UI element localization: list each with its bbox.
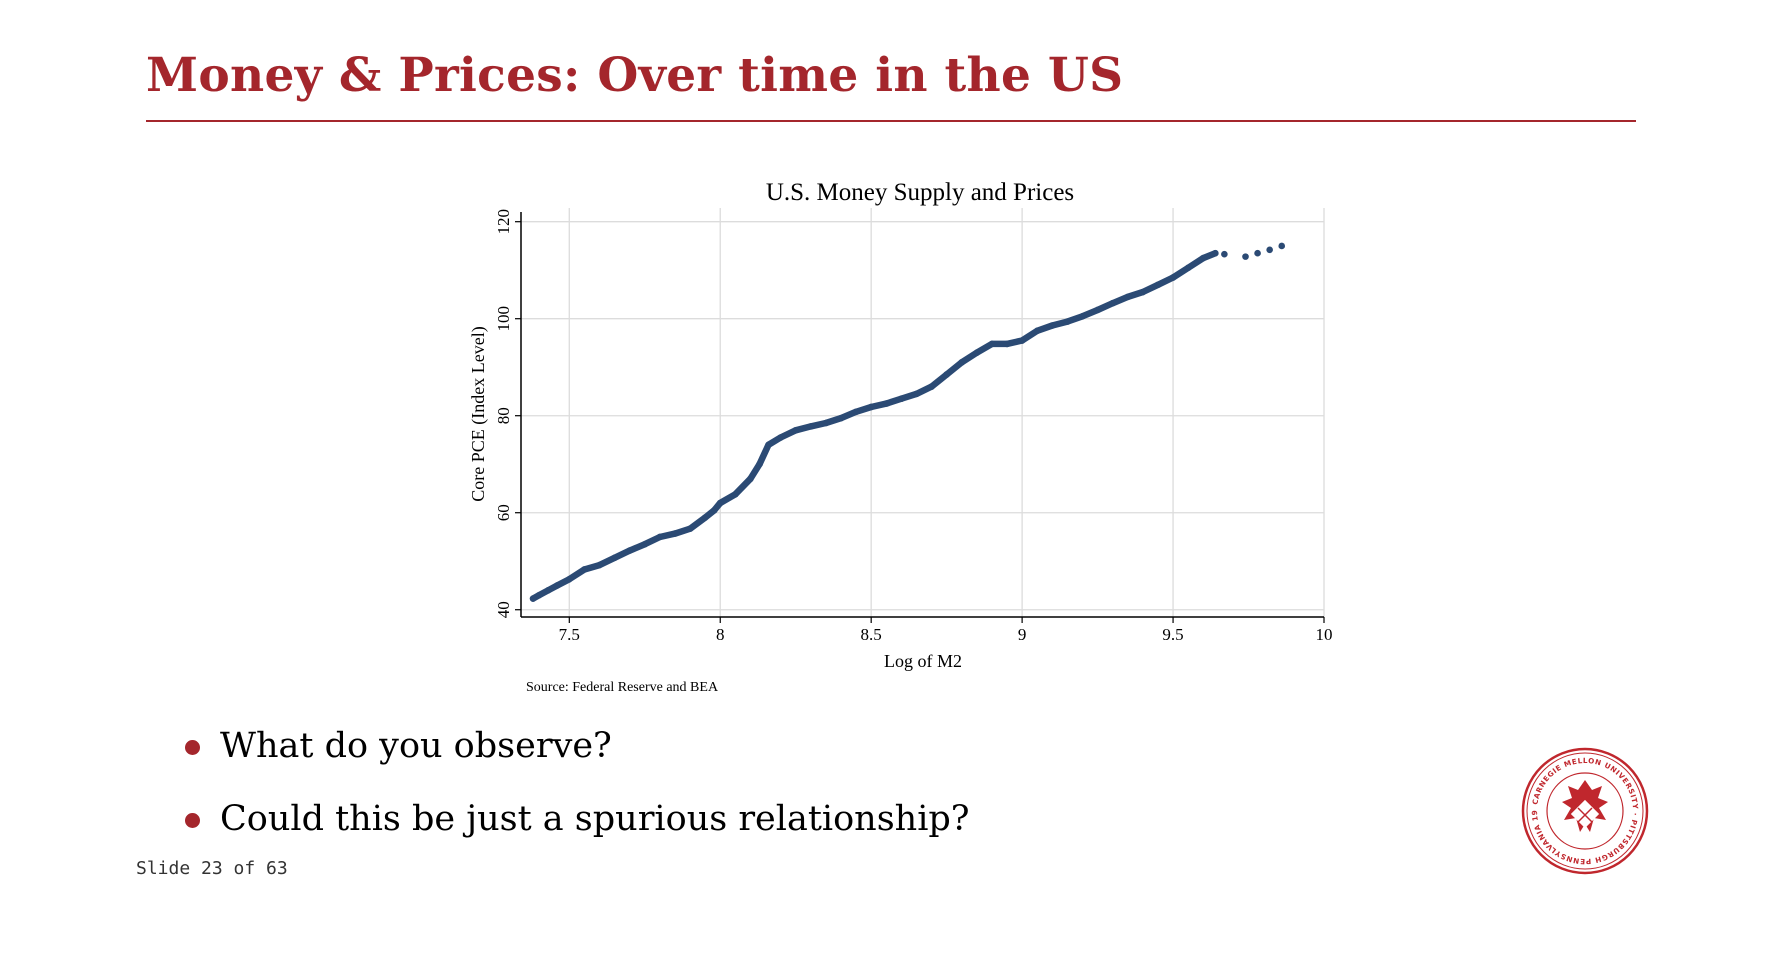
data-point — [1184, 264, 1192, 272]
data-point — [1254, 249, 1261, 257]
data-point — [1124, 293, 1132, 301]
x-axis-label: Log of M2 — [884, 651, 962, 671]
data-point — [1221, 250, 1228, 258]
data-point — [777, 434, 784, 441]
y-tick-label: 120 — [494, 209, 513, 235]
slide-number: Slide 23 of 63 — [136, 858, 288, 879]
data-point — [1033, 327, 1041, 335]
data-point — [529, 595, 537, 602]
data-point — [701, 514, 709, 521]
data-point — [581, 566, 588, 573]
data-point — [686, 525, 694, 533]
y-tick-label: 80 — [494, 407, 513, 424]
data-point — [973, 349, 981, 356]
grid-lines — [521, 208, 1325, 617]
data-point — [535, 591, 543, 599]
y-tick-label: 40 — [494, 601, 513, 618]
data-point — [756, 460, 763, 468]
data-point — [822, 419, 830, 427]
data-point — [1064, 318, 1071, 325]
data-point — [747, 475, 754, 483]
chart-title: U.S. Money Supply and Prices — [766, 179, 1074, 206]
bullet-dot — [185, 740, 200, 755]
data-point — [1139, 288, 1147, 296]
data-point — [1154, 281, 1162, 289]
x-tick-label: 9.5 — [1162, 625, 1183, 644]
data-point — [1212, 249, 1219, 257]
bullet-dot — [185, 813, 200, 828]
x-tick-label: 8 — [716, 625, 725, 644]
chart-source-note: Source: Federal Reserve and BEA — [526, 680, 719, 695]
data-point — [928, 383, 935, 390]
data-point — [1049, 322, 1056, 329]
title-rule — [146, 120, 1636, 122]
data-point — [544, 587, 552, 594]
y-axis-label: Core PCE (Index Level) — [468, 326, 489, 501]
data-point — [988, 340, 996, 348]
carnegie-mellon-seal-icon: CARNEGIE MELLON UNIVERSITY · PITTSBURGH … — [1520, 746, 1649, 875]
data-point — [626, 547, 633, 554]
bullet-item: What do you observe? — [180, 722, 970, 795]
bullet-text: Could this be just a spurious relationsh… — [220, 799, 970, 839]
data-point — [1266, 246, 1273, 254]
bullet-item: Could this be just a spurious relationsh… — [180, 795, 970, 868]
data-point — [1242, 253, 1249, 260]
x-tick-label: 9 — [1018, 625, 1027, 644]
data-point — [1199, 254, 1207, 262]
data-point — [958, 359, 966, 366]
x-tick-label: 10 — [1316, 625, 1333, 644]
data-point — [1109, 299, 1116, 307]
data-point — [656, 533, 664, 541]
data-points — [529, 242, 1286, 602]
data-point — [641, 540, 649, 548]
data-point — [852, 408, 860, 416]
data-point — [671, 530, 679, 537]
data-point — [792, 426, 800, 434]
data-point — [611, 554, 618, 562]
y-tick-label: 100 — [494, 306, 513, 332]
y-tick-label: 60 — [494, 504, 513, 521]
data-point — [732, 490, 739, 498]
data-point — [837, 414, 845, 422]
data-point — [566, 575, 573, 583]
bullet-list: What do you observe? Could this be just … — [180, 722, 970, 868]
data-point — [716, 499, 724, 507]
axes — [520, 212, 1324, 618]
data-point — [898, 395, 905, 403]
data-point — [882, 400, 890, 407]
data-point — [596, 561, 603, 569]
data-point — [913, 390, 920, 398]
data-point — [1094, 306, 1101, 314]
slide-title: Money & Prices: Over time in the US — [146, 48, 1124, 103]
data-point — [867, 403, 875, 411]
data-point — [1079, 312, 1086, 320]
data-point — [710, 506, 718, 514]
data-point — [553, 582, 561, 589]
data-point — [1018, 337, 1026, 344]
data-point — [807, 423, 815, 430]
data-point — [943, 371, 950, 378]
x-tick-label: 8.5 — [861, 625, 882, 644]
axis-ticks: 7.5 8 8.5 9 9.5 10 40 60 80 100 120 — [494, 209, 1333, 644]
bullet-text: What do you observe? — [220, 726, 612, 766]
data-point — [1169, 274, 1177, 281]
x-tick-label: 7.5 — [559, 625, 580, 644]
data-point — [1278, 242, 1286, 250]
data-point — [765, 441, 772, 449]
data-point — [1003, 340, 1011, 348]
